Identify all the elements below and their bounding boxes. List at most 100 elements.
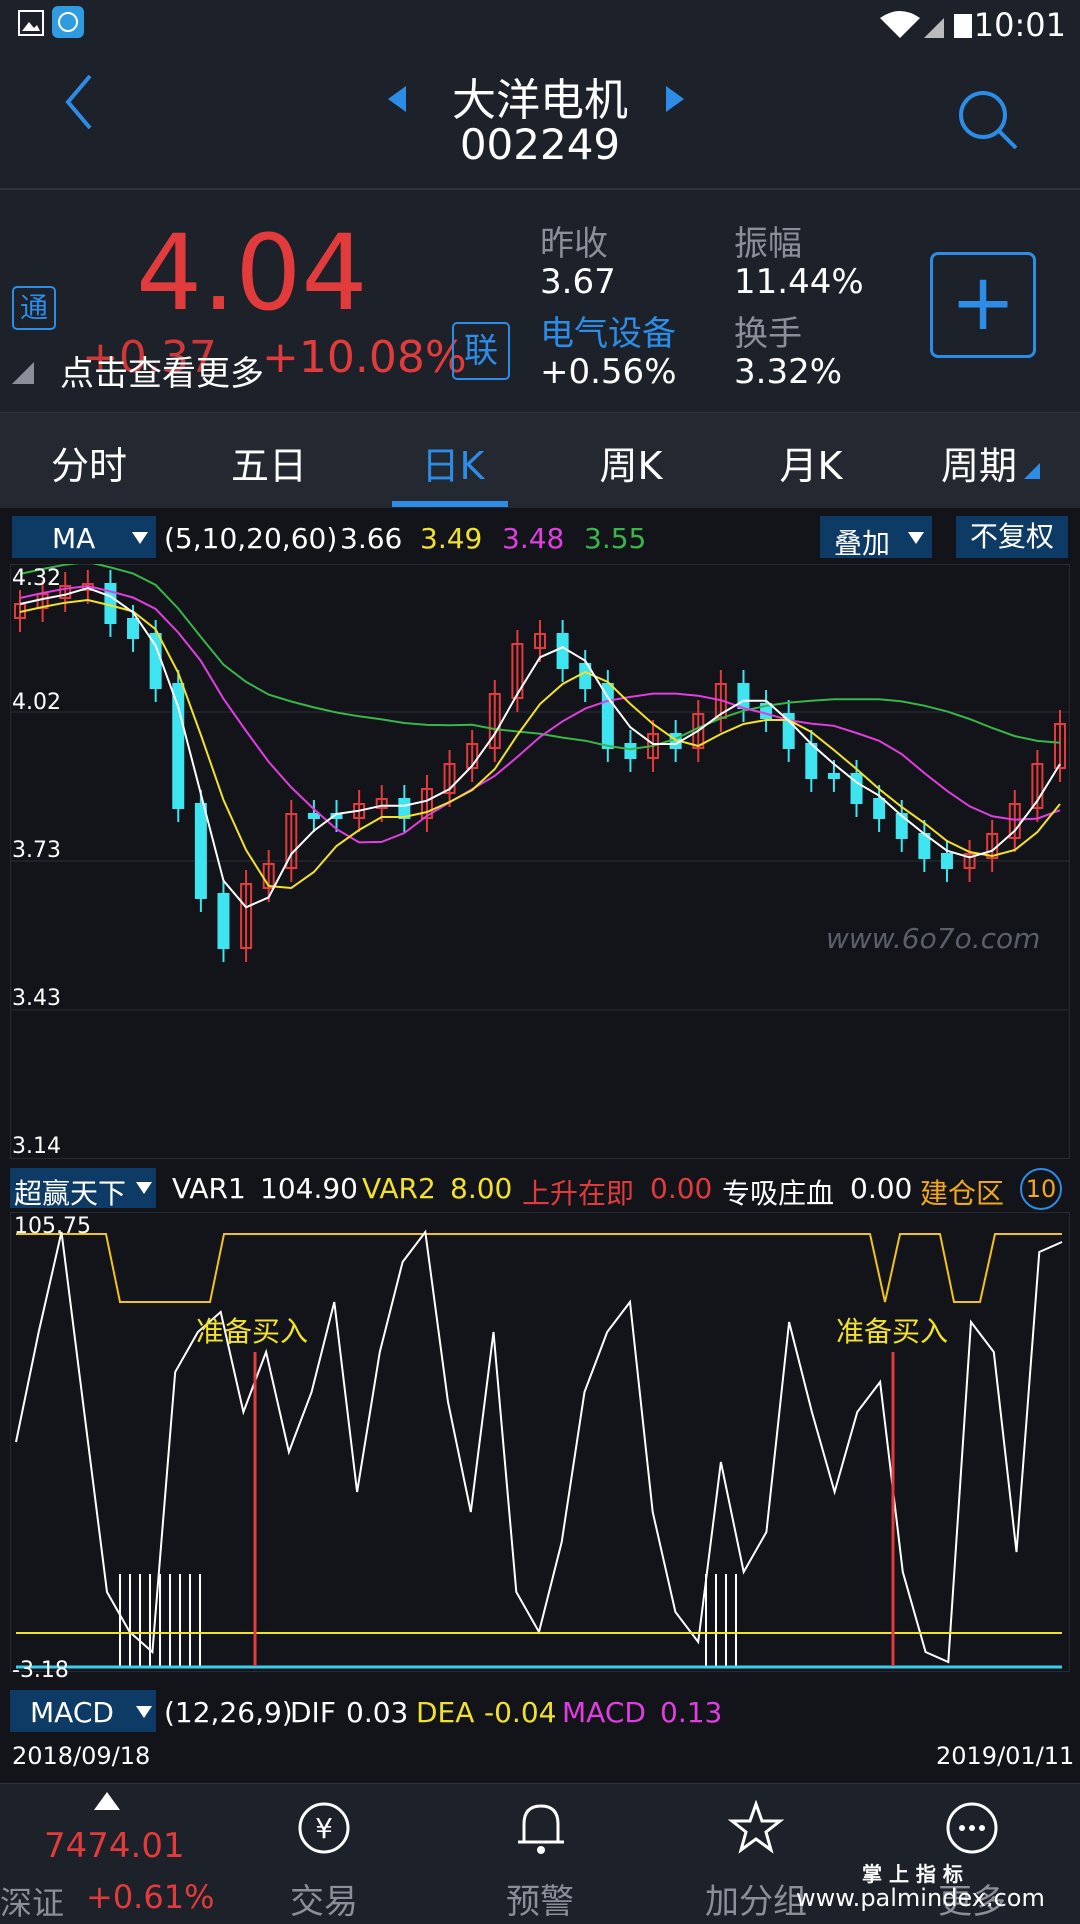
amplitude-label: 振幅 [734,224,802,264]
index-value[interactable]: 7474.01 [44,1826,185,1866]
ma-selector-label: MA [52,522,96,555]
back-icon[interactable] [60,72,100,132]
ma20-value: 3.48 [502,522,565,555]
tong-badge[interactable]: 通 [12,286,56,330]
nav-trade[interactable]: 交易 [290,1882,358,1922]
more-info-link[interactable]: 点击查看更多 [60,354,264,394]
macd-params: (12,26,9) [164,1696,293,1729]
tab-intraday[interactable]: 分时 [50,444,127,488]
overlay-label: 叠加 [834,527,891,560]
var2-label: VAR2 [362,1172,436,1205]
clock: 10:01 [973,6,1066,44]
app-icon [52,6,84,38]
indicator-chart[interactable] [10,1212,1070,1672]
candlestick-chart[interactable] [10,564,1070,1159]
ma5-value: 3.66 [340,522,403,555]
last-price: 4.04 [136,212,368,334]
period-dropdown-icon [1024,463,1040,479]
status-bar: 10:01 [0,0,1080,52]
sector-change: +0.56% [540,352,677,392]
overlay-button[interactable]: 叠加 [820,516,932,560]
dropdown-icon [908,532,924,544]
var1-label: VAR1 [172,1172,246,1205]
dea-label: DEA [416,1696,475,1729]
indicator-selector-label: 超赢天下 [14,1177,127,1210]
start-date: 2018/09/18 [12,1742,151,1770]
brand-url: www.palmindex.com [796,1884,1045,1912]
dropdown-icon [132,532,148,544]
absorb-label: 专吸庄血 [722,1177,835,1210]
var1-value: 104.90 [260,1172,358,1205]
macd-value: 0.13 [660,1696,723,1729]
star-icon[interactable] [728,1800,784,1856]
stock-name: 大洋电机 [452,75,628,126]
var2-value: 8.00 [450,1172,513,1205]
index-name: 深证 [0,1884,65,1922]
adjust-button[interactable]: 不复权 [956,516,1068,558]
price-change: +0.37 [82,332,217,383]
price-axis-4: 3.43 [12,986,61,1011]
trade-icon[interactable]: ¥ [296,1800,352,1856]
macd-label: MACD [562,1696,646,1729]
expand-icon[interactable] [12,362,34,384]
brand-name: 掌 上 指 标 [862,1862,963,1886]
prev-stock-icon[interactable] [386,84,408,114]
ma-params: (5,10,20,60) [164,522,338,555]
period-tabs: 分时 五日 日K 周K 月K 周期 [0,412,1080,510]
turnover-value: 3.32% [734,352,843,392]
tab-weekly-k[interactable]: 周K [599,444,663,488]
dif-value: 0.03 [346,1696,409,1729]
absorb-value: 0.00 [850,1172,913,1205]
dif-label: DIF [290,1696,336,1729]
buy-signal-label: 准备买入 [836,1315,949,1348]
macd-selector-label: MACD [30,1696,114,1729]
tab-five-day[interactable]: 五日 [230,444,307,488]
bell-icon[interactable] [514,1800,568,1856]
nav-more[interactable]: 更多 [938,1882,1006,1922]
active-tab-indicator [392,501,508,507]
stock-code: 002249 [459,120,621,169]
prev-close-label: 昨收 [540,224,608,264]
price-axis-top: 4.32 [12,566,61,591]
dropdown-icon [136,1706,152,1718]
nav-group[interactable]: 加分组 [705,1882,807,1922]
price-axis-3: 3.73 [12,838,61,863]
watermark: www.6o7o.com [826,922,1041,955]
next-stock-icon[interactable] [664,84,686,114]
dropdown-icon [136,1182,152,1194]
ma-selector[interactable]: MA [12,516,156,558]
indicator-axis-bottom: -3.18 [12,1658,69,1683]
ma10-value: 3.49 [420,522,483,555]
buy-signal-label: 准备买入 [196,1315,309,1348]
svg-text:¥: ¥ [315,1812,333,1845]
rise-value: 0.00 [650,1172,713,1205]
price-axis-2: 4.02 [12,690,61,715]
price-axis-bottom: 3.14 [12,1134,61,1159]
tab-daily-k[interactable]: 日K [421,444,485,488]
search-icon[interactable] [956,88,1020,152]
gallery-icon [18,10,44,36]
end-date: 2019/01/11 [936,1742,1075,1770]
build-label: 建仓区 [920,1177,1005,1210]
nav-alert[interactable]: 预警 [506,1882,574,1922]
indicator-selector[interactable]: 超赢天下 [10,1168,156,1210]
price-change-pct: +10.08% [262,332,467,383]
dea-value: -0.04 [484,1696,557,1729]
tab-period[interactable]: 周期 [940,444,1017,488]
index-up-icon [94,1792,120,1810]
ma60-value: 3.55 [584,522,647,555]
index-change: +0.61% [86,1878,215,1916]
quote-panel: 4.04 通 +0.37 +10.08% 点击查看更多 联 昨收 3.67 电气… [0,190,1080,412]
amplitude-value: 11.44% [734,262,864,302]
stock-header: 大洋电机 002249 [0,52,1080,190]
rise-label: 上升在即 [522,1177,635,1210]
macd-selector[interactable]: MACD [10,1690,156,1732]
prev-close-value: 3.67 [540,262,616,302]
sector-name[interactable]: 电气设备 [540,314,676,354]
signal-icon [880,11,972,38]
lian-badge[interactable]: 联 [452,322,510,380]
add-watchlist-button[interactable]: + [930,252,1036,358]
build-badge[interactable]: 10 [1020,1168,1062,1210]
more-icon[interactable] [944,1800,1000,1856]
tab-monthly-k[interactable]: 月K [779,444,843,488]
